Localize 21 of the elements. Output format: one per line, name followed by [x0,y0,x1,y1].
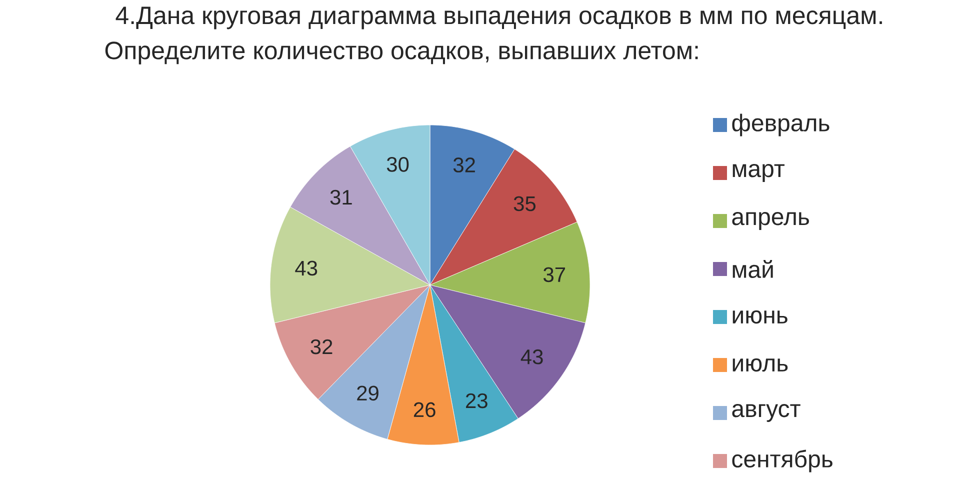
data-label: 43 [520,349,543,364]
legend-label: март [732,164,784,182]
legend-label: август [732,404,800,422]
legend-label: июнь [732,310,788,324]
legend-label: июль [732,358,788,372]
chart-title: 4.Дана круговая диаграмма выпадения осадков в мм по месяцам. [116,6,882,30]
data-label: 31 [330,190,352,205]
legend-label: май [732,260,773,278]
legend-label: сентябрь [732,450,832,472]
data-label: 43 [295,260,318,276]
data-label: 26 [414,402,436,418]
data-label: 32 [310,339,332,354]
chart-subtitle: Определите количество осадков, выпавших летом: [105,42,698,64]
data-label: 37 [544,267,565,282]
data-label: 23 [466,393,488,408]
data-label: 35 [514,196,536,212]
legend-label: апрель [732,212,809,230]
data-label: 29 [357,386,378,401]
legend-label: февраль [732,114,830,136]
data-label: 30 [386,156,409,172]
data-label: 32 [453,158,475,172]
